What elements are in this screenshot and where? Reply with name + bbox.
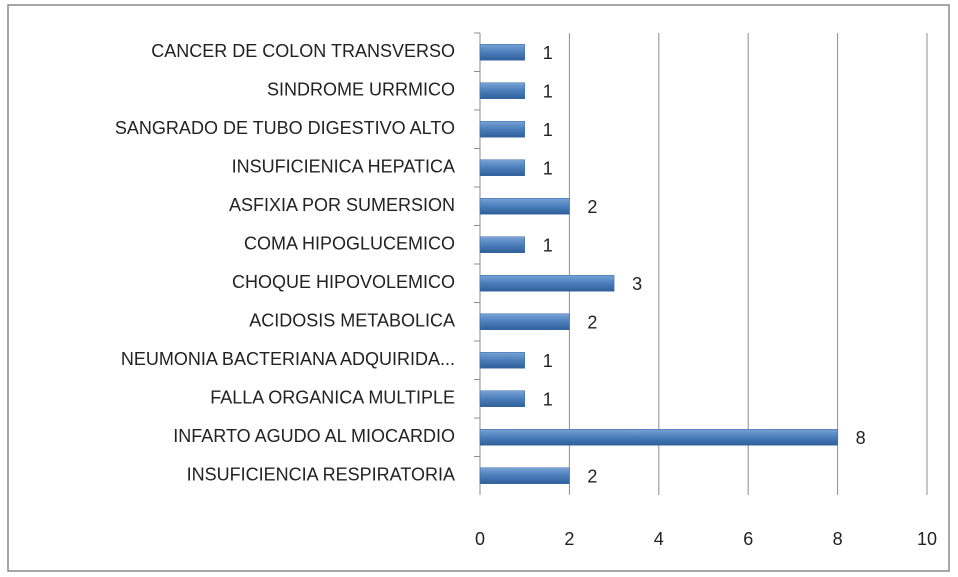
y-tick-label: ACIDOSIS METABOLICA <box>249 311 455 331</box>
data-label: 1 <box>543 82 553 102</box>
x-tick-label: 10 <box>917 529 937 549</box>
bar <box>479 275 615 292</box>
x-tick-label: 2 <box>564 529 574 549</box>
data-label: 1 <box>543 236 553 256</box>
bar <box>479 390 525 407</box>
data-label: 1 <box>543 390 553 410</box>
data-label: 1 <box>543 351 553 371</box>
bar <box>479 467 570 484</box>
y-tick-label: INSUFICIENCIA RESPIRATORIA <box>187 465 455 485</box>
data-label: 3 <box>632 274 642 294</box>
chart-frame <box>7 4 950 572</box>
bar <box>479 198 570 215</box>
bar <box>479 159 525 176</box>
bar <box>479 352 525 369</box>
data-label: 2 <box>587 197 597 217</box>
bar <box>479 121 525 138</box>
x-tick-label: 6 <box>743 529 753 549</box>
data-label: 1 <box>543 43 553 63</box>
x-tick-label: 8 <box>833 529 843 549</box>
y-tick-label: INFARTO AGUDO AL MIOCARDIO <box>173 426 455 446</box>
y-tick-label: SINDROME URRMICO <box>267 80 455 100</box>
data-label: 8 <box>856 428 866 448</box>
x-tick-label: 0 <box>475 529 485 549</box>
y-tick-label: FALLA ORGANICA MULTIPLE <box>210 388 455 408</box>
data-label: 1 <box>543 120 553 140</box>
y-tick-label: COMA HIPOGLUCEMICO <box>244 234 455 254</box>
bar <box>479 82 525 99</box>
y-tick-label: NEUMONIA BACTERIANA ADQUIRIDA... <box>121 349 455 369</box>
bar <box>479 44 525 61</box>
data-label: 1 <box>543 159 553 179</box>
y-tick-label: SANGRADO DE TUBO DIGESTIVO ALTO <box>115 118 455 138</box>
y-tick-label: CANCER DE COLON TRANSVERSO <box>151 41 455 61</box>
data-label: 2 <box>587 467 597 487</box>
bar <box>479 429 838 446</box>
bar <box>479 313 570 330</box>
bar <box>479 236 525 253</box>
x-tick-label: 4 <box>654 529 664 549</box>
y-tick-label: INSUFICIENICA HEPATICA <box>232 157 455 177</box>
data-label: 2 <box>587 313 597 333</box>
y-tick-label: ASFIXIA POR SUMERSION <box>229 195 455 215</box>
y-tick-label: CHOQUE HIPOVOLEMICO <box>232 272 455 292</box>
